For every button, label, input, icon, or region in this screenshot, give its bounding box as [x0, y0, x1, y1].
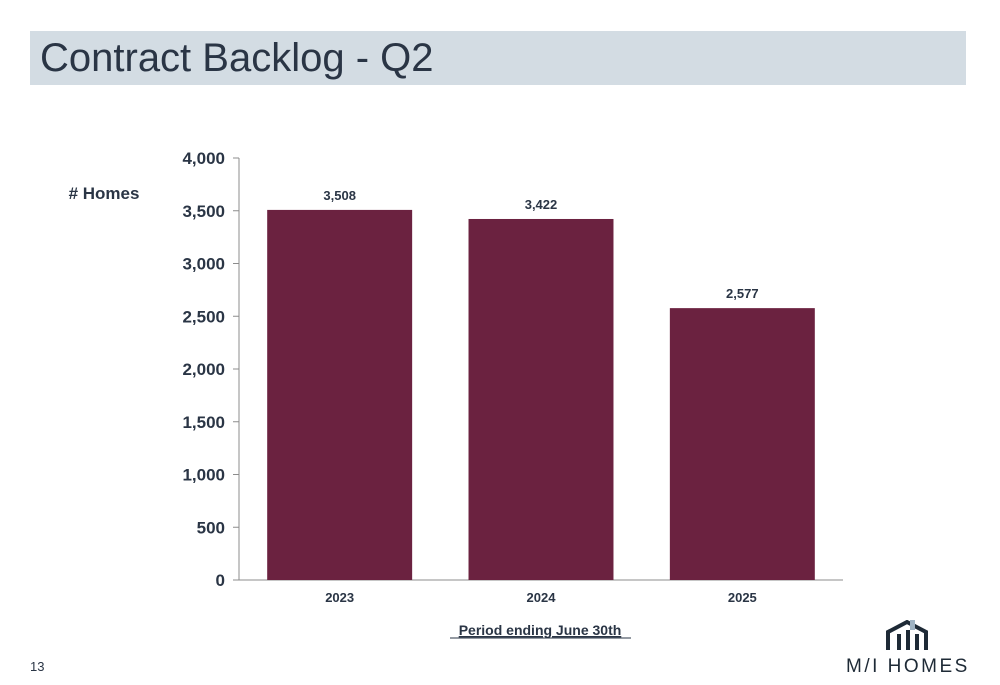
data-label-2024: 3,422: [525, 197, 558, 212]
y-tick-label: 2,000: [182, 360, 225, 379]
x-axis-label: Period ending June 30th: [459, 622, 622, 638]
page-number: 13: [30, 659, 45, 674]
y-tick-label: 4,000: [182, 149, 225, 168]
y-axis: 0 500 1,000 1,500 2,000 2,500 3,000 3,500 4,000: [182, 149, 240, 590]
data-label-2023: 3,508: [323, 188, 356, 203]
logo-text: M/I HOMES: [846, 656, 970, 677]
x-tick-label-2023: 2023: [325, 590, 354, 605]
x-tick-label-2024: 2024: [527, 590, 557, 605]
y-tick-label: 2,500: [182, 307, 225, 326]
y-axis-label: # Homes: [69, 184, 140, 203]
y-tick-label: 0: [216, 571, 225, 590]
house-icon: [886, 620, 928, 650]
company-logo: M/I HOMES: [840, 620, 972, 680]
title-bar: Contract Backlog - Q2: [30, 31, 966, 85]
bar-2024: [468, 218, 614, 580]
slide-title: Contract Backlog - Q2: [40, 36, 434, 80]
y-tick-label: 1,000: [182, 466, 225, 485]
bar-2025: [669, 308, 815, 580]
data-labels: 3,508 3,422 2,577: [323, 188, 758, 301]
data-label-2025: 2,577: [726, 286, 759, 301]
y-tick-label: 500: [197, 518, 225, 537]
x-tick-label-2025: 2025: [728, 590, 757, 605]
y-tick-label: 3,500: [182, 202, 225, 221]
bars: [267, 209, 815, 580]
y-tick-label: 1,500: [182, 413, 225, 432]
y-tick-label: 3,000: [182, 255, 225, 274]
x-axis: 2023 2024 2025: [239, 579, 843, 605]
bar-2023: [267, 209, 413, 580]
